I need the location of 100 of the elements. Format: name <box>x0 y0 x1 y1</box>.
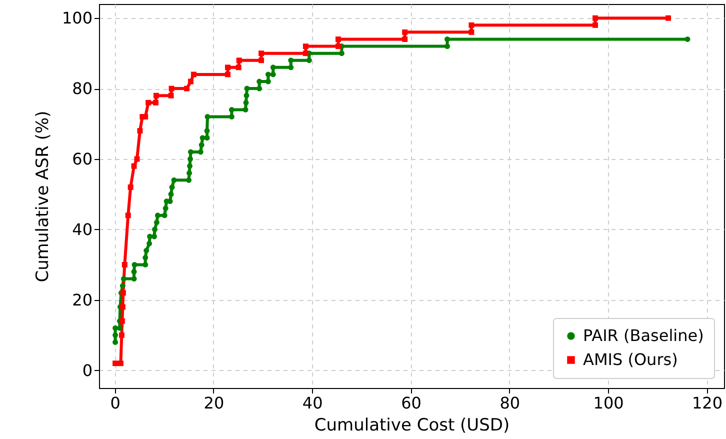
point <box>402 29 408 35</box>
point <box>168 192 174 197</box>
point <box>444 44 450 50</box>
x-tick-label: 100 <box>593 394 624 412</box>
point <box>204 135 210 141</box>
point <box>122 262 128 268</box>
point <box>244 92 250 98</box>
y-tick-label: 0 <box>82 360 92 380</box>
point <box>256 78 262 84</box>
point <box>112 339 118 345</box>
point <box>244 86 250 92</box>
x-tick-label: 120 <box>692 394 723 412</box>
point <box>119 318 125 324</box>
point <box>146 100 152 106</box>
point <box>236 58 242 64</box>
point <box>243 100 249 106</box>
point <box>120 304 126 310</box>
x-tick-label: 40 <box>302 394 323 412</box>
point <box>444 36 450 42</box>
y-tick-label: 80 <box>72 79 92 98</box>
point <box>258 58 264 64</box>
point <box>118 332 124 338</box>
point <box>592 15 598 21</box>
point <box>592 22 598 28</box>
point <box>118 360 124 366</box>
legend-label: AMIS (Ours) <box>583 350 678 369</box>
point <box>186 177 192 183</box>
point <box>131 163 137 169</box>
point <box>186 170 192 176</box>
point <box>288 64 294 70</box>
point <box>112 360 118 366</box>
point <box>225 72 230 78</box>
point <box>131 276 137 282</box>
point <box>228 114 234 120</box>
point <box>468 22 474 28</box>
point <box>198 149 204 155</box>
point <box>120 283 126 289</box>
point <box>270 64 276 70</box>
point <box>258 50 264 56</box>
point <box>188 149 194 155</box>
y-tick-label: 100 <box>62 8 92 28</box>
x-tick-label: 80 <box>500 394 520 412</box>
point <box>184 86 190 92</box>
point <box>152 226 158 232</box>
point <box>188 78 194 84</box>
legend-label: PAIR (Baseline) <box>583 326 704 345</box>
point <box>134 156 140 162</box>
point <box>125 212 131 218</box>
point <box>154 212 160 218</box>
y-tick-label: 40 <box>72 220 92 239</box>
point <box>265 78 271 84</box>
x-axis-title: Cumulative Cost (USD) <box>314 416 510 436</box>
point <box>128 184 134 190</box>
point <box>112 332 118 338</box>
point <box>137 128 143 134</box>
y-axis-title: Cumulative ASR (%) <box>32 110 53 282</box>
x-tick-label: 20 <box>204 394 224 412</box>
point <box>336 36 341 42</box>
point <box>228 106 234 112</box>
x-tick-label: 60 <box>401 394 422 412</box>
point <box>225 64 230 70</box>
point <box>242 106 248 112</box>
y-tick-label: 20 <box>72 290 92 310</box>
point <box>162 212 168 218</box>
point <box>146 240 152 246</box>
point <box>270 72 276 78</box>
point <box>142 262 148 268</box>
point <box>168 86 174 92</box>
point <box>187 163 193 169</box>
point <box>144 248 150 254</box>
point <box>204 128 210 134</box>
x-tick-label: 0 <box>110 394 120 412</box>
point <box>402 36 408 42</box>
point <box>302 44 308 50</box>
point <box>120 276 126 282</box>
point <box>162 206 168 212</box>
point <box>169 184 175 190</box>
point <box>190 72 196 78</box>
point <box>152 234 157 240</box>
point <box>131 269 137 274</box>
point <box>338 50 344 56</box>
point <box>288 58 294 64</box>
point <box>198 142 204 148</box>
point <box>153 92 159 98</box>
point <box>684 36 690 42</box>
point <box>188 156 193 162</box>
point <box>468 29 474 35</box>
point <box>302 50 308 56</box>
y-tick-label: 60 <box>72 150 92 169</box>
point <box>171 177 177 183</box>
point <box>204 114 210 120</box>
point <box>142 254 148 260</box>
point <box>168 92 174 98</box>
point <box>132 262 138 268</box>
point <box>152 100 158 106</box>
point <box>154 220 160 226</box>
point <box>336 44 341 50</box>
point <box>265 72 271 78</box>
point <box>666 15 671 21</box>
point <box>236 64 242 70</box>
